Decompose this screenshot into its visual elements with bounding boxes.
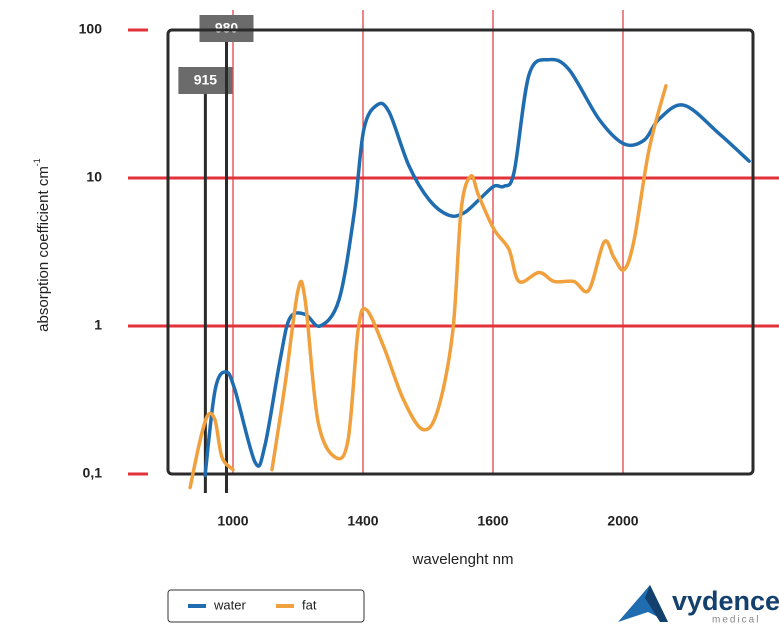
logo-sub: medical bbox=[712, 615, 760, 625]
y-tick-label: 10 bbox=[86, 169, 102, 185]
x-tick-label: 1000 bbox=[217, 513, 248, 529]
y-tick-label: 1 bbox=[94, 317, 102, 333]
y-tick-label: 0,1 bbox=[83, 465, 103, 481]
y-axis-label-sup: -1 bbox=[32, 158, 42, 166]
logo-icon-shade bbox=[645, 585, 668, 622]
x-axis-label: wavelenght nm bbox=[412, 551, 514, 568]
line-series bbox=[188, 84, 668, 490]
marker-label: 915 bbox=[194, 72, 218, 88]
marker-box bbox=[178, 67, 233, 94]
x-tick-label: 2000 bbox=[607, 513, 638, 529]
legend-box bbox=[167, 589, 365, 623]
y-axis-label: absorption coefficient cm-1 bbox=[32, 158, 52, 332]
logo-name: vydence bbox=[672, 586, 779, 616]
y-axis-label-text: absorption coefficient cm bbox=[35, 166, 52, 332]
line-series bbox=[203, 57, 751, 478]
legend-label: fat bbox=[302, 597, 317, 612]
marker-label: 980 bbox=[215, 20, 239, 36]
legend-label: water bbox=[213, 597, 246, 612]
plot-frame bbox=[166, 28, 755, 476]
x-tick-label: 1400 bbox=[347, 513, 378, 529]
y-tick-label: 100 bbox=[79, 21, 103, 37]
x-tick-label: 1600 bbox=[477, 513, 508, 529]
